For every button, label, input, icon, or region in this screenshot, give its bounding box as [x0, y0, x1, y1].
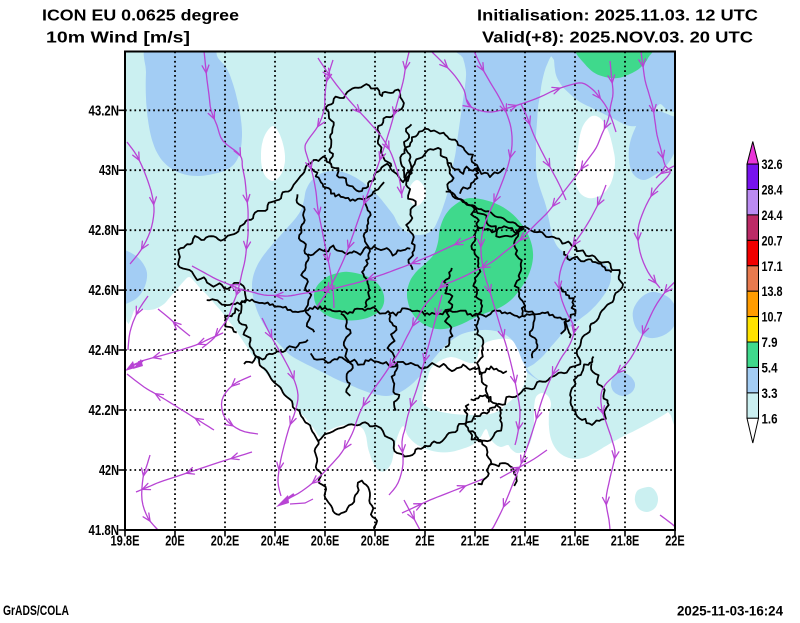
svg-text:42.2N: 42.2N [89, 403, 120, 419]
svg-text:21.2E: 21.2E [461, 534, 490, 550]
svg-text:19.8E: 19.8E [111, 534, 140, 550]
svg-text:GrADS/COLA: GrADS/COLA [3, 602, 69, 618]
svg-text:43.2N: 43.2N [89, 103, 120, 119]
svg-text:20.2E: 20.2E [211, 534, 240, 550]
svg-text:21.4E: 21.4E [511, 534, 540, 550]
svg-text:10.7: 10.7 [762, 309, 783, 325]
svg-text:32.6: 32.6 [762, 156, 783, 172]
svg-text:42.8N: 42.8N [89, 223, 120, 239]
svg-text:42.4N: 42.4N [89, 343, 120, 359]
svg-text:22E: 22E [665, 534, 685, 550]
svg-text:ICON EU 0.0625 degree: ICON EU 0.0625 degree [42, 8, 239, 25]
svg-text:20.6E: 20.6E [311, 534, 340, 550]
svg-text:20E: 20E [165, 534, 185, 550]
svg-text:21E: 21E [415, 534, 435, 550]
svg-text:42N: 42N [99, 463, 119, 479]
svg-text:28.4: 28.4 [762, 182, 783, 198]
svg-text:41.8N: 41.8N [89, 523, 120, 539]
svg-text:Initialisation: 2025.11.03. 12: Initialisation: 2025.11.03. 12 UTC [477, 8, 758, 25]
svg-text:17.1: 17.1 [762, 258, 783, 274]
svg-text:42.6N: 42.6N [89, 283, 120, 299]
svg-text:10m Wind [m/s]: 10m Wind [m/s] [46, 30, 190, 47]
svg-text:2025-11-03-16:24: 2025-11-03-16:24 [677, 603, 783, 619]
svg-text:20.4E: 20.4E [261, 534, 290, 550]
svg-text:20.8E: 20.8E [361, 534, 390, 550]
svg-text:Valid(+8): 2025.NOV.03. 20 UTC: Valid(+8): 2025.NOV.03. 20 UTC [482, 30, 753, 47]
svg-text:43N: 43N [99, 163, 119, 179]
svg-text:5.4: 5.4 [762, 360, 778, 376]
svg-text:24.4: 24.4 [762, 207, 783, 223]
svg-text:21.6E: 21.6E [561, 534, 590, 550]
svg-text:3.3: 3.3 [762, 385, 778, 401]
svg-text:13.8: 13.8 [762, 283, 783, 299]
svg-text:7.9: 7.9 [762, 334, 778, 350]
svg-text:21.8E: 21.8E [611, 534, 640, 550]
svg-text:20.7: 20.7 [762, 232, 783, 248]
svg-text:1.6: 1.6 [762, 410, 778, 426]
